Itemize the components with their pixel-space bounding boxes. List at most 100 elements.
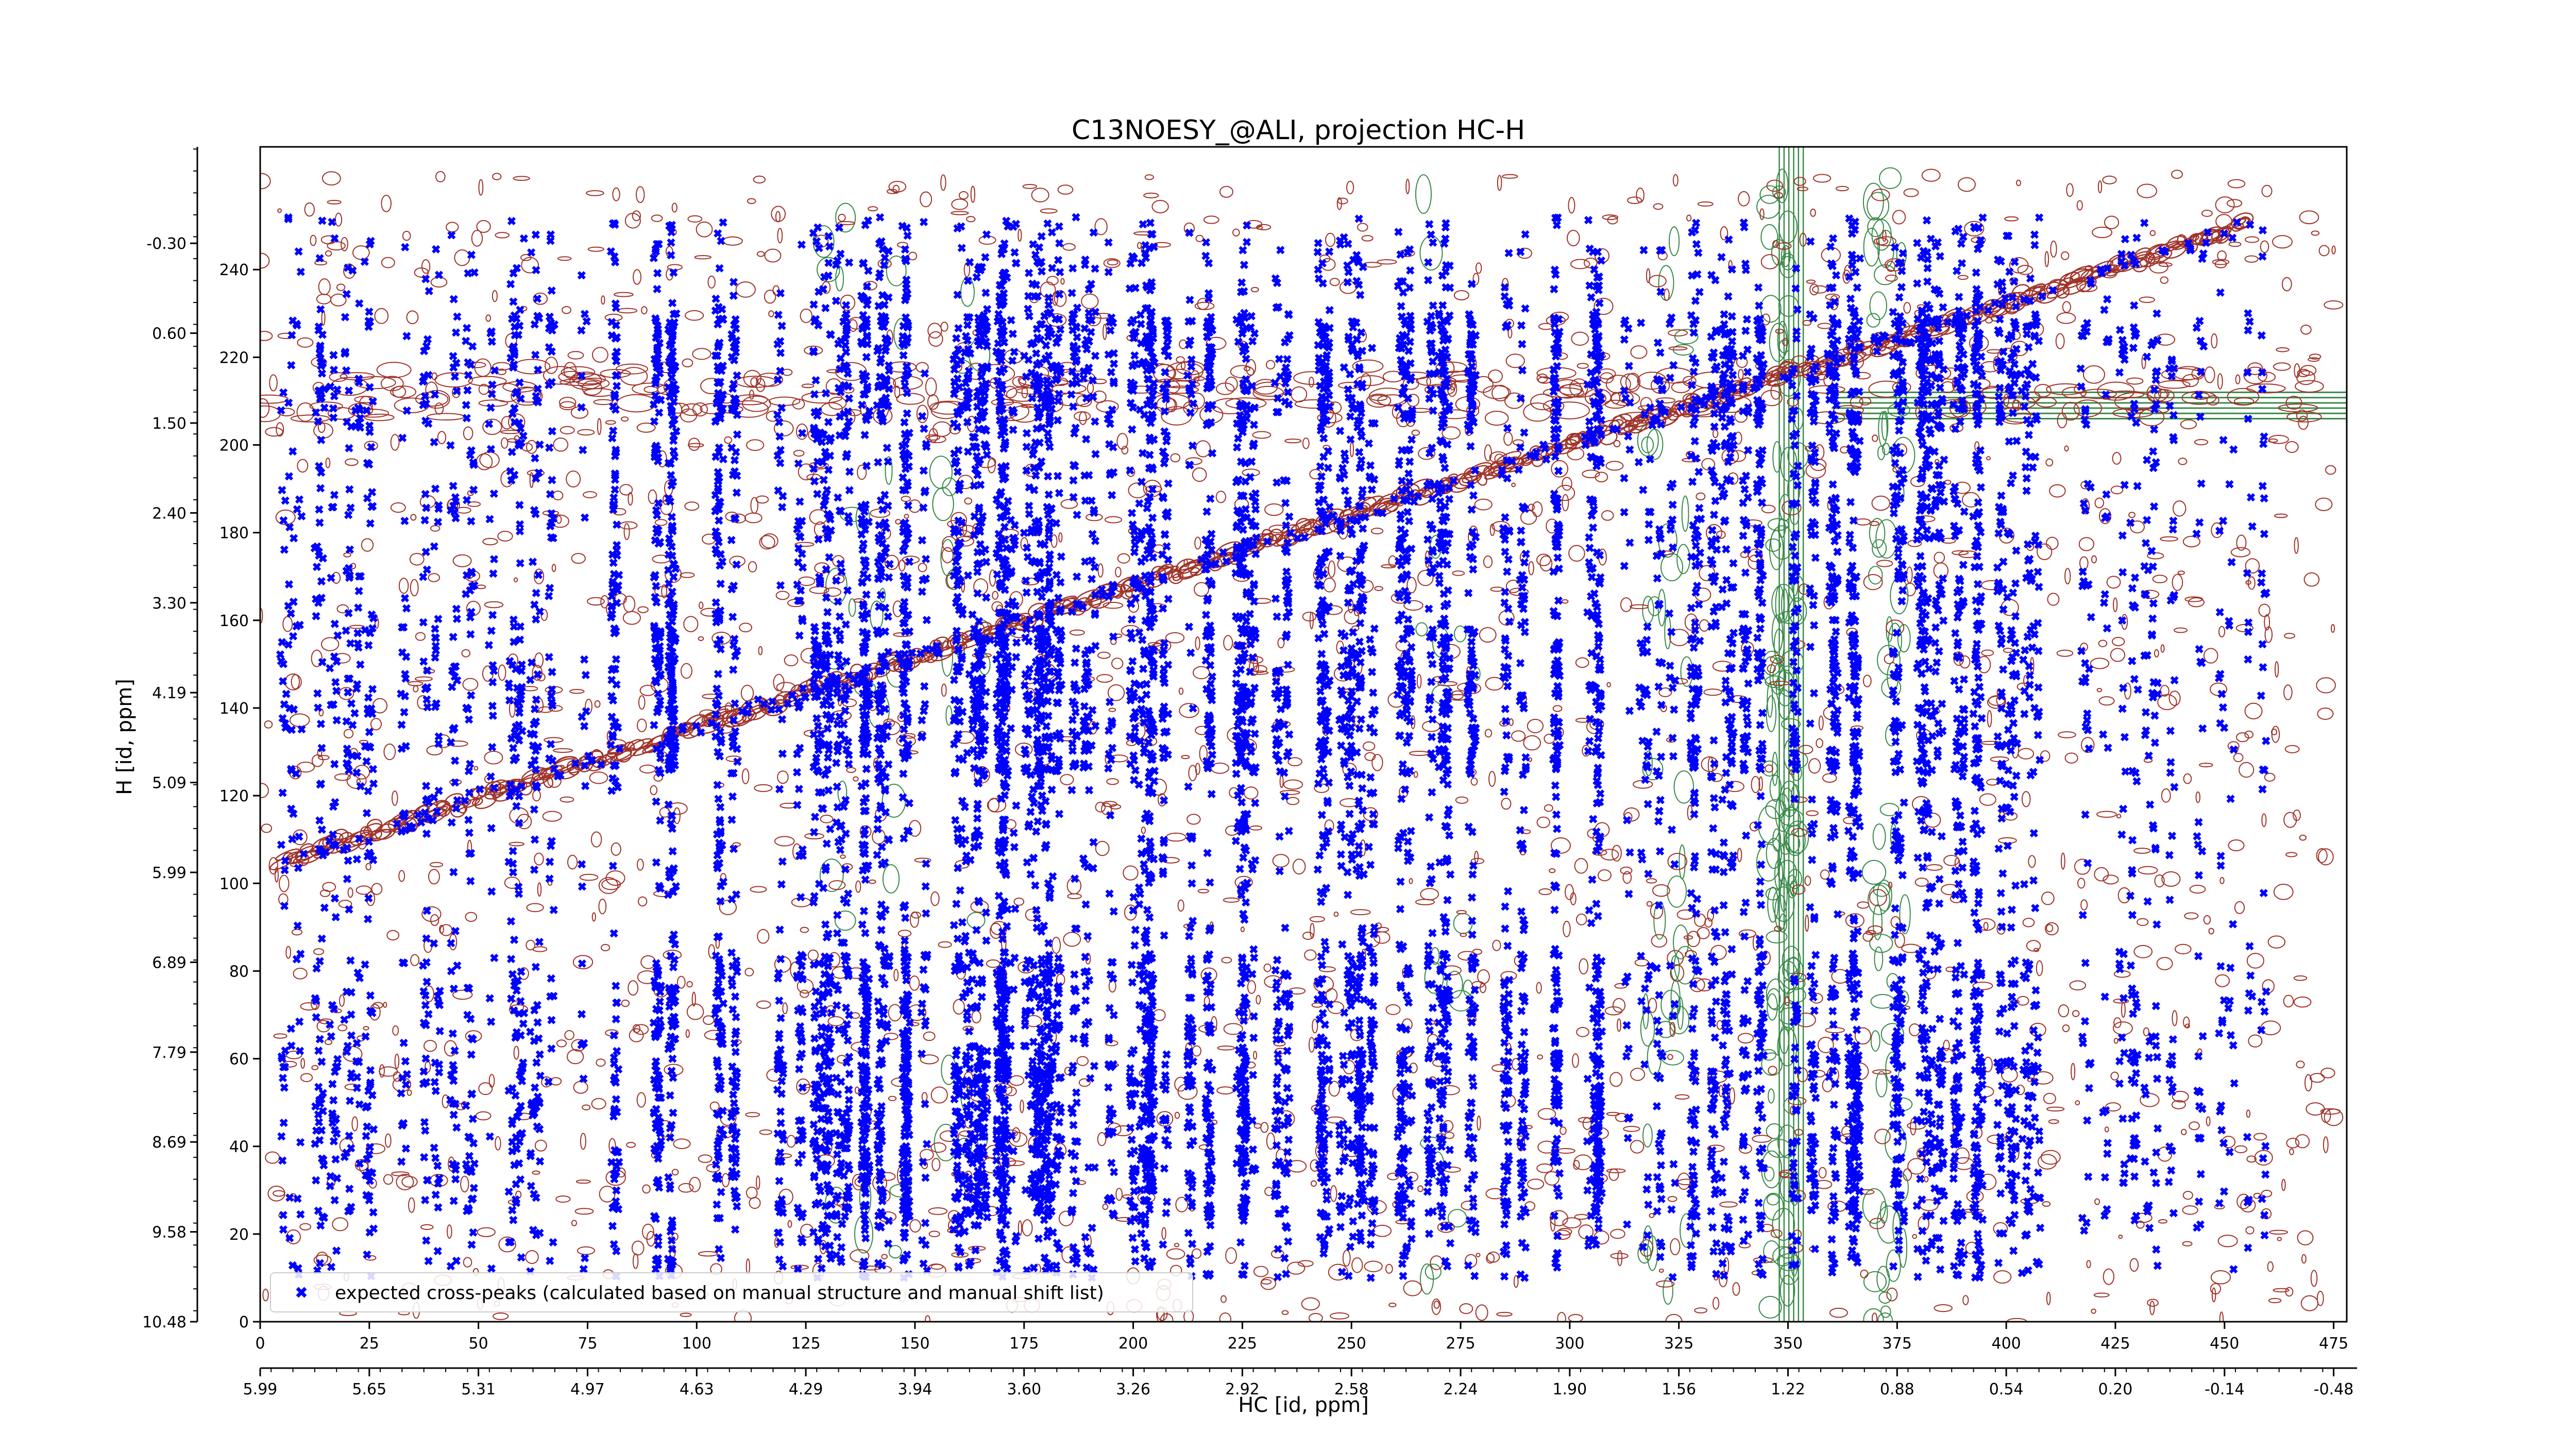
cross-peak (1954, 1122, 1963, 1131)
cross-peak (711, 951, 720, 960)
negative-contour (1768, 1088, 1775, 1104)
cross-peak (580, 761, 589, 770)
cross-peak (287, 804, 296, 813)
cross-peak (1080, 860, 1089, 868)
cross-peak (874, 997, 883, 1006)
cross-peak (345, 444, 353, 452)
cross-peak (1898, 871, 1907, 880)
cross-peak (874, 301, 883, 310)
cross-peak (873, 825, 882, 834)
cross-peak (2196, 367, 2206, 376)
cross-peak (1933, 752, 1942, 761)
cross-peak (1919, 1107, 1928, 1116)
cross-peak (1918, 1226, 1927, 1235)
cross-peak (711, 598, 720, 607)
cross-peak (1022, 588, 1031, 597)
cross-peak (714, 537, 723, 547)
cross-peak (876, 213, 885, 222)
positive-contour (1562, 494, 1569, 512)
cross-peak (468, 342, 477, 351)
negative-contour (816, 257, 840, 282)
positive-contour (1328, 1081, 1341, 1097)
cross-peak (1081, 1233, 1090, 1241)
cross-peak (716, 897, 725, 906)
cross-peak (874, 458, 883, 467)
cross-peak (1713, 545, 1721, 554)
cross-peak (1713, 328, 1721, 336)
cross-peak (289, 447, 297, 456)
cross-peak (1021, 1015, 1029, 1024)
cross-peak (1721, 328, 1730, 337)
cross-peak (1898, 586, 1907, 595)
cross-peak (878, 1188, 887, 1197)
cross-peak (280, 1063, 290, 1071)
cross-peak (1354, 214, 1363, 223)
cross-peak (1082, 394, 1091, 402)
negative-contour (1878, 167, 1902, 190)
cross-peak (581, 782, 590, 790)
positive-contour (747, 198, 756, 204)
cross-peak (1899, 358, 1907, 367)
cross-peak (1319, 765, 1328, 773)
cross-peak (1652, 767, 1661, 776)
cross-peak (1894, 1245, 1903, 1254)
cross-peak (1923, 248, 1931, 257)
positive-contour (2064, 568, 2071, 585)
negative-contour (1879, 803, 1900, 816)
cross-peak (1687, 663, 1696, 672)
cross-peak (1707, 848, 1716, 856)
cross-peak (1355, 1024, 1364, 1033)
cross-peak (1830, 297, 1839, 307)
cross-peak (506, 780, 515, 789)
negative-contour (1765, 538, 1782, 552)
cross-peak (285, 1234, 294, 1242)
cross-peak (1950, 1262, 1958, 1271)
cross-peak (1954, 224, 1963, 233)
cross-peak (1721, 1087, 1730, 1096)
negative-contour (1866, 313, 1880, 328)
negative-contour (1415, 174, 1432, 214)
cross-peak (1316, 687, 1325, 696)
cross-peak (1670, 1000, 1679, 1008)
cross-peak (1709, 472, 1718, 481)
cross-peak (1708, 1146, 1717, 1155)
negative-contour (1669, 226, 1680, 257)
cross-peak (1828, 1264, 1837, 1273)
cross-peak (1933, 658, 1941, 667)
negative-contour (1772, 441, 1782, 473)
cross-peak (877, 843, 886, 851)
cross-peak (580, 655, 589, 664)
cross-peak (1023, 763, 1032, 772)
cross-peak (284, 640, 293, 649)
cross-peak (342, 1148, 351, 1157)
cross-peak (1657, 701, 1666, 710)
positive-contour (684, 310, 704, 321)
cross-peak (365, 307, 374, 316)
positive-contour (1301, 1297, 1320, 1311)
cross-peak (1670, 705, 1679, 714)
cross-peak (277, 840, 285, 849)
cross-peak (341, 348, 350, 357)
cross-peak (1339, 1135, 1348, 1144)
cross-peak (346, 503, 355, 512)
cross-peak (1721, 677, 1730, 685)
cross-peak (873, 815, 883, 823)
cross-peak (716, 1254, 725, 1262)
cross-peak (1718, 1259, 1727, 1268)
cross-peak (1756, 901, 1766, 909)
cross-peak (509, 615, 518, 624)
cross-peak (1708, 865, 1717, 874)
negative-contour (932, 487, 954, 521)
cross-peak (1337, 862, 1346, 870)
cross-peak (2194, 840, 2202, 849)
positive-contour (1779, 1171, 1790, 1177)
cross-peak (1357, 951, 1365, 959)
cross-peak (1934, 606, 1942, 615)
cross-peak (506, 954, 516, 964)
cross-peak (1025, 510, 1033, 518)
cross-peak (1667, 628, 1676, 636)
cross-peak (2025, 693, 2034, 702)
cross-peak (713, 781, 722, 789)
negative-contour (1653, 901, 1666, 940)
negative-contour (1642, 1123, 1653, 1148)
